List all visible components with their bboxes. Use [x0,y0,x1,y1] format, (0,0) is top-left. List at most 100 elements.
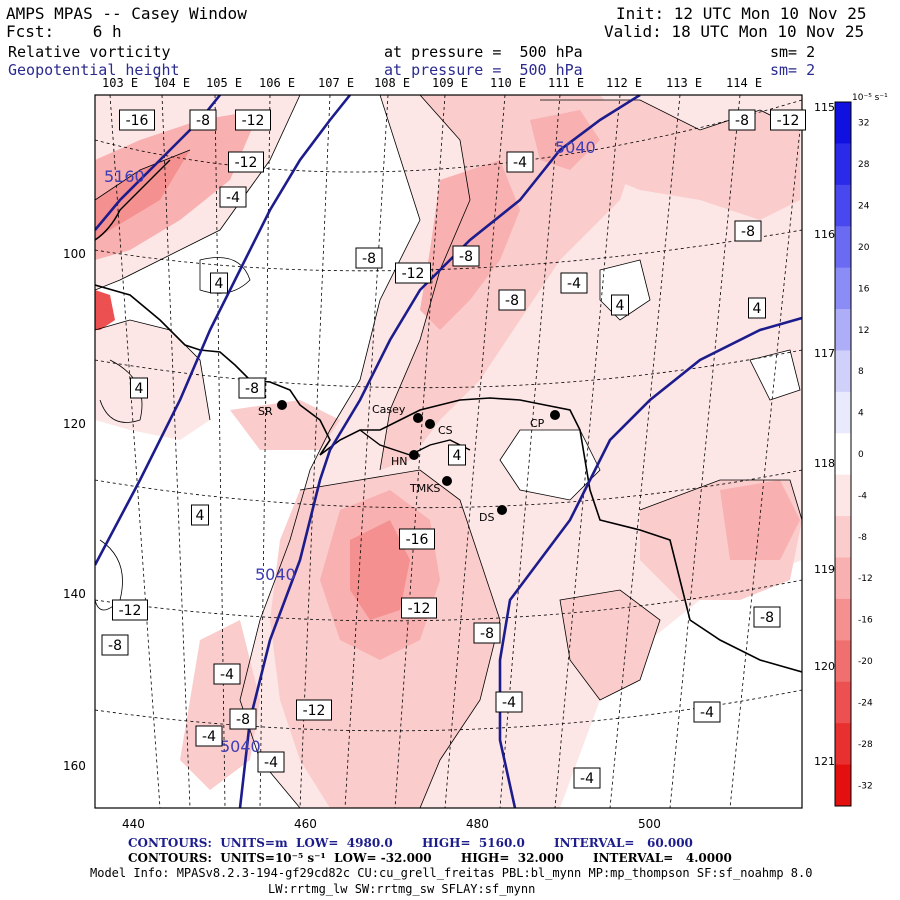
colorbar-tick-label: 20 [858,243,870,253]
vorticity-label-box [498,289,526,311]
x-tick-label: 460 [294,817,317,831]
colorbar-tick-label: -28 [858,740,873,750]
vorticity-label: 4 [616,298,625,314]
colorbar-tick-label: -4 [858,491,867,501]
vorticity-label-box [473,622,501,644]
x-axis: 440 460 480 500 [122,817,661,831]
var2-name: Geopotential height [8,61,180,79]
colorbar-tick-label: -32 [858,781,873,791]
vorticity-label: -16 [126,113,149,129]
lon-label-top: 103 E [102,76,139,90]
vorticity-label: 4 [753,301,762,317]
vorticity-label: -8 [735,113,749,129]
lon-label-top: 104 E [154,76,191,90]
vorticity-label: 4 [453,448,462,464]
colorbar-swatch [835,143,851,186]
vorticity-label-box [219,186,247,208]
vorticity-label-box [611,294,629,316]
vorticity-label: -4 [220,667,234,683]
vorticity-label: 4 [215,276,224,292]
colorbar-swatch [835,102,851,144]
station-label: Casey [372,403,406,416]
colorbar-swatch [835,309,851,351]
coastline [95,284,802,673]
station-marker [550,410,560,420]
stations: SR Casey CS CP HN TMKS DS [258,400,560,524]
footer-model-info: Model Info: MPASv8.2.3-194-gf29cd82c CU:… [90,866,813,880]
vorticity-label-box [734,220,762,242]
vorticity-label: -8 [480,626,494,642]
footer-vorticity-contours: CONTOURS: UNITS=10⁻⁵ s⁻¹ LOW= -32.000 HI… [128,851,732,865]
colorbar-swatch [835,681,851,724]
x-tick-label: 500 [638,817,661,831]
colorbar-tick-label: 12 [858,326,869,336]
vorticity-label-box [195,725,223,747]
colorbar: 10⁻⁵ s⁻¹ 32 28 24 20 16 12 8 4 0 -4 -8 -12 -16 -20 -24… [834,93,888,807]
vorticity-label-box [560,272,588,294]
vorticity-label-box [189,109,217,131]
station-label: SR [258,405,273,418]
station-label: TMKS [409,482,440,495]
colorbar-swatch [835,391,851,434]
colorbar-unit: 10⁻⁵ s⁻¹ [852,93,888,103]
station-marker [409,450,419,460]
colorbar-tick-label: 4 [858,409,864,419]
vorticity-field [95,95,802,808]
vorticity-label-box [728,109,756,131]
lon-label-top: 111 E [548,76,585,90]
vorticity-label: -16 [406,532,429,548]
station-label: CP [530,417,545,430]
vorticity-label: -8 [245,381,259,397]
colorbar-tick-label: -20 [858,657,873,667]
colorbar-tick-label: -24 [858,698,873,708]
vorticity-label-box [770,109,806,131]
y-tick-label: 120 [63,417,86,431]
station-marker [442,476,452,486]
colorbar-swatch [835,640,851,683]
vorticity-label: -8 [741,224,755,240]
vorticity-label-box [210,272,228,294]
vorticity-label-box [399,528,435,550]
var2-level: at pressure = 500 hPa [384,61,583,79]
colorbar-tick-label: 28 [858,160,870,170]
vorticity-label: -12 [777,113,800,129]
vorticity-label: -8 [459,249,473,265]
x-tick-label: 440 [122,817,145,831]
vorticity-label-box [753,606,781,628]
vorticity-label-box [101,634,129,656]
height-label: 5040 [255,565,296,584]
vorticity-label: -8 [362,251,376,267]
vorticity-label-box [130,377,148,399]
colorbar-tick-label: -12 [858,574,873,584]
vorticity-label: -8 [196,113,210,129]
colorbar-tick-label: 24 [858,202,870,212]
vorticity-label: -12 [303,703,326,719]
vorticity-label-box [401,597,437,619]
vorticity-label: 4 [196,508,205,524]
footer-height-contours: CONTOURS: UNITS=m LOW= 4980.0 HIGH= 5160… [128,836,693,850]
colorbar-swatch [835,184,851,227]
station-label: HN [391,455,408,468]
vorticity-label: -4 [567,276,581,292]
vorticity-labels: -16 -8 -12 -12 -4 -8 -12 -4 -8 -12 -8 -8 -4 -8 4 4 4 4 -8 4… [101,109,806,789]
vorticity-label-box [452,245,480,267]
vorticity-label: -4 [513,155,527,171]
vorticity-label: -8 [236,712,250,728]
lon-label-top: 110 E [490,76,527,90]
vorticity-label: -12 [235,155,258,171]
colorbar-swatch [835,474,851,517]
footer-model-info-2: LW:rrtmg_lw SW:rrtmg_sw SFLAY:sf_mynn [268,882,536,896]
y-tick-label: 140 [63,587,86,601]
lon-label-top: 109 E [432,76,469,90]
vorticity-label-box [213,663,241,685]
forecast-hour: Fcst: 6 h [6,22,122,41]
lon-label-top: 114 E [726,76,763,90]
vorticity-label-box [228,151,264,173]
vorticity-label-box [506,151,534,173]
colorbar-tick-label: 32 [858,119,869,129]
colorbar-swatch [835,226,851,269]
station-marker [497,505,507,515]
coastline-bay [359,429,471,456]
vorticity-label: -8 [505,293,519,309]
